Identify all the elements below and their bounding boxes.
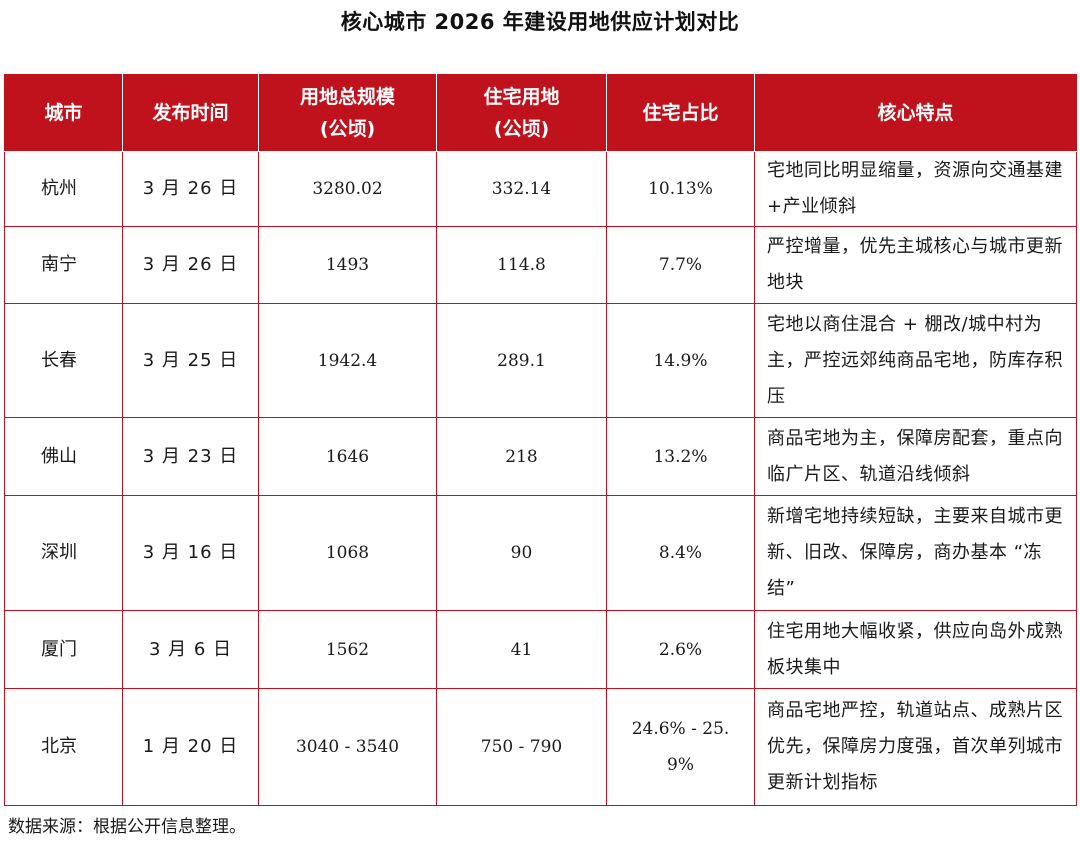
data-source-note: 数据来源：根据公开信息整理。 [8,817,246,837]
cell-date: 3 月 26 日 [122,226,259,304]
cell-date: 1 月 20 日 [122,688,259,806]
header-total-scale-label: 用地总规模 [299,86,395,108]
cell-residential: 332.14 [436,151,607,227]
table-row: 杭州 3 月 26 日 3280.02 332.14 10.13% 宅地同比明显… [4,151,1077,227]
cell-city: 厦门 [4,610,123,689]
cell-city: 杭州 [4,151,123,227]
cell-ratio: 7.7% [606,226,755,304]
cell-city: 北京 [4,688,123,806]
page-title: 核心城市 2026 年建设用地供应计划对比 [340,10,740,34]
cell-ratio: 24.6% - 25.9% [606,688,755,806]
header-features: 核心特点 [754,74,1077,152]
cell-total: 3040 - 3540 [258,688,437,806]
cell-total: 1942.4 [258,303,437,418]
cell-ratio: 14.9% [606,303,755,418]
cell-residential: 289.1 [436,303,607,418]
header-residential-unit: (公顷) [493,118,550,140]
header-row: 城市 发布时间 用地总规模 (公顷) 住宅用地 (公顷) 住宅占比 核心特点 [4,74,1077,152]
cell-city: 长春 [4,303,123,418]
cell-features: 商品宅地为主，保障房配套，重点向临广片区、轨道沿线倾斜 [754,417,1077,496]
cell-total: 3280.02 [258,151,437,227]
table-row: 北京 1 月 20 日 3040 - 3540 750 - 790 24.6% … [4,688,1077,806]
cell-residential: 41 [436,610,607,689]
header-release-time: 发布时间 [122,74,259,152]
cell-ratio: 8.4% [606,495,755,611]
cell-date: 3 月 6 日 [122,610,259,689]
cell-features: 新增宅地持续短缺，主要来自城市更新、旧改、保障房，商办基本 “冻结” [754,495,1077,611]
header-residential: 住宅用地 (公顷) [436,74,607,152]
cell-date: 3 月 23 日 [122,417,259,496]
cell-residential: 114.8 [436,226,607,304]
cell-ratio: 2.6% [606,610,755,689]
cell-city: 南宁 [4,226,123,304]
table-row: 长春 3 月 25 日 1942.4 289.1 14.9% 宅地以商住混合 +… [4,303,1077,418]
cell-city: 佛山 [4,417,123,496]
cell-date: 3 月 26 日 [122,151,259,227]
table-row: 佛山 3 月 23 日 1646 218 13.2% 商品宅地为主，保障房配套，… [4,417,1077,496]
cell-ratio: 10.13% [606,151,755,227]
cell-features: 宅地同比明显缩量，资源向交通基建+产业倾斜 [754,151,1077,227]
cell-features: 商品宅地严控，轨道站点、成熟片区优先，保障房力度强，首次单列城市更新计划指标 [754,688,1077,806]
cell-residential: 218 [436,417,607,496]
header-total-scale-unit: (公顷) [319,118,376,140]
header-ratio: 住宅占比 [606,74,755,152]
table-row: 厦门 3 月 6 日 1562 41 2.6% 住宅用地大幅收紧，供应向岛外成熟… [4,610,1077,689]
header-city: 城市 [4,74,123,152]
cell-total: 1646 [258,417,437,496]
cell-features: 住宅用地大幅收紧，供应向岛外成熟板块集中 [754,610,1077,689]
header-residential-label: 住宅用地 [483,86,560,108]
cell-total: 1068 [258,495,437,611]
cell-date: 3 月 25 日 [122,303,259,418]
cell-ratio: 13.2% [606,417,755,496]
header-total-scale: 用地总规模 (公顷) [258,74,437,152]
cell-features: 严控增量，优先主城核心与城市更新地块 [754,226,1077,304]
land-supply-table: 城市 发布时间 用地总规模 (公顷) 住宅用地 (公顷) 住宅占比 核心特点 杭… [4,74,1077,806]
cell-date: 3 月 16 日 [122,495,259,611]
cell-city: 深圳 [4,495,123,611]
table-row: 深圳 3 月 16 日 1068 90 8.4% 新增宅地持续短缺，主要来自城市… [4,495,1077,611]
cell-residential: 750 - 790 [436,688,607,806]
table-row: 南宁 3 月 26 日 1493 114.8 7.7% 严控增量，优先主城核心与… [4,226,1077,304]
cell-residential: 90 [436,495,607,611]
cell-total: 1493 [258,226,437,304]
cell-total: 1562 [258,610,437,689]
cell-features: 宅地以商住混合 + 棚改/城中村为主，严控远郊纯商品宅地，防库存积压 [754,303,1077,418]
